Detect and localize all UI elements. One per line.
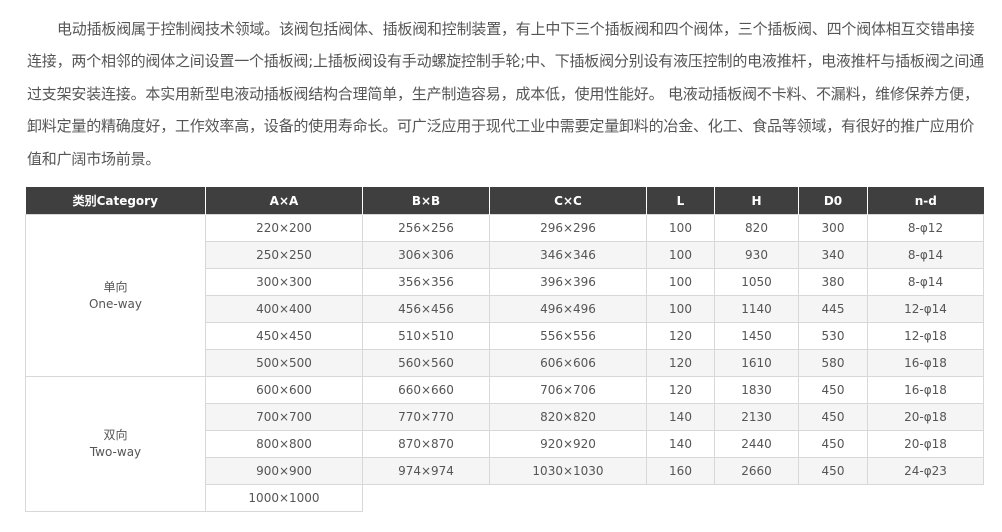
cell-d0: 300 xyxy=(798,214,868,242)
cell-c-c: 556×556 xyxy=(489,322,647,350)
cell-d0: 380 xyxy=(798,268,868,296)
cell-l: 120 xyxy=(646,349,715,377)
category-cn: 双向 xyxy=(103,428,128,442)
cell-n-d: 20-φ18 xyxy=(867,403,984,431)
spec-table: 类别Category A×A B×B C×C L H D0 n-d 单向 One-way 220×… xyxy=(25,187,984,512)
header-d0: D0 xyxy=(798,187,868,215)
cell-c-c: 296×296 xyxy=(489,214,647,242)
category-cell: 单向 One-way xyxy=(25,214,206,377)
cell-d0: 580 xyxy=(798,349,868,377)
cell-c-c: 346×346 xyxy=(489,241,647,269)
cell-a-a: 500×500 xyxy=(205,349,363,377)
cell-n-d: 20-φ18 xyxy=(867,430,984,458)
cell-l: 100 xyxy=(646,214,715,242)
cell-l: 160 xyxy=(646,457,715,485)
header-category: 类别Category xyxy=(25,187,206,215)
cell-h: 1140 xyxy=(714,295,799,323)
cell-d0: 450 xyxy=(798,457,868,485)
cell-l: 100 xyxy=(646,295,715,323)
cell-d0: 450 xyxy=(798,430,868,458)
cell-h: 1610 xyxy=(714,349,799,377)
cell-a-a: 800×800 xyxy=(205,430,363,458)
cell-h: 2130 xyxy=(714,403,799,431)
cell-a-a: 300×300 xyxy=(205,268,363,296)
header-n-d: n-d xyxy=(867,187,984,215)
cell-l: 100 xyxy=(646,268,715,296)
cell-h: 1450 xyxy=(714,322,799,350)
cell-a-a: 400×400 xyxy=(205,295,363,323)
category-cell: 双向 Two-way xyxy=(25,376,206,512)
cell-b-b: 356×356 xyxy=(362,268,490,296)
cell-a-a: 220×200 xyxy=(205,214,363,242)
cell-b-b: 456×456 xyxy=(362,295,490,323)
cell-d0: 445 xyxy=(798,295,868,323)
cell-b-b: 306×306 xyxy=(362,241,490,269)
cell-c-c: 920×920 xyxy=(489,430,647,458)
table-row: 双向 Two-way 600×600 660×660 706×706 120 1830 450… xyxy=(25,376,984,512)
cell-l: 120 xyxy=(646,322,715,350)
table-header-row: 类别Category A×A B×B C×C L H D0 n-d xyxy=(25,187,984,215)
header-l: L xyxy=(646,187,715,215)
cell-l: 100 xyxy=(646,241,715,269)
cell-h: 930 xyxy=(714,241,799,269)
cell-b-b: 870×870 xyxy=(362,430,490,458)
cell-c-c: 396×396 xyxy=(489,268,647,296)
table-row: 1000×1000 xyxy=(26,484,984,512)
cell-b-b: 256×256 xyxy=(362,214,490,242)
category-cn: 单向 xyxy=(103,279,128,294)
category-en: One-way xyxy=(88,296,143,311)
intro-paragraph: 电动插板阀属于控制阀技术领域。该阀包括阀体、插板阀和控制装置，有上中下三个插板阀… xyxy=(27,20,984,168)
cell-n-d: 8-φ14 xyxy=(867,268,984,296)
cell-d0: 450 xyxy=(798,403,868,431)
cell-a-a: 1000×1000 xyxy=(205,484,363,512)
cell-b-b: 974×974 xyxy=(362,457,490,485)
table-row: 250×250 306×306 346×346 100 930 340 8-φ14 xyxy=(26,241,984,269)
cell-b-b: 770×770 xyxy=(362,403,490,431)
cell-n-d: 16-φ18 xyxy=(867,376,984,404)
table-row: 500×500 560×560 606×606 120 1610 580 16-φ18 xyxy=(26,349,984,377)
cell-n-d: 16-φ18 xyxy=(867,349,984,377)
header-a-a: A×A xyxy=(205,187,363,215)
cell-h: 2440 xyxy=(714,430,799,458)
cell-h: 2660 xyxy=(714,457,799,485)
cell-c-c: 1030×1030 xyxy=(489,457,647,485)
cell-h: 820 xyxy=(714,214,799,242)
cell-l: 140 xyxy=(646,430,715,458)
cell-n-d: 8-φ12 xyxy=(867,214,984,242)
cell-n-d: 12-φ14 xyxy=(867,295,984,323)
cell-d0: 340 xyxy=(798,241,868,269)
cell-c-c: 496×496 xyxy=(489,295,647,323)
cell-l: 140 xyxy=(646,403,715,431)
cell-a-a: 700×700 xyxy=(205,403,363,431)
cell-c-c: 706×706 xyxy=(489,376,647,404)
cell-h: 1830 xyxy=(714,376,799,404)
table-row: 400×400 456×456 496×496 100 1140 445 12-φ14 xyxy=(26,295,984,323)
cell-n-d: 8-φ14 xyxy=(867,241,984,269)
table-row: 单向 One-way 220×200 256×256 296×296 100 820 300 8… xyxy=(25,214,984,377)
cell-b-b: 660×660 xyxy=(362,376,490,404)
cell-a-a: 600×600 xyxy=(205,376,363,404)
cell-n-d: 12-φ18 xyxy=(867,322,984,350)
cell-h: 1050 xyxy=(714,268,799,296)
cell-a-a: 250×250 xyxy=(205,241,363,269)
cell-n-d: 24-φ23 xyxy=(867,457,984,485)
header-b-b: B×B xyxy=(362,187,490,215)
category-en: Two-way xyxy=(89,445,142,459)
header-c-c: C×C xyxy=(489,187,647,215)
cell-a-a: 900×900 xyxy=(205,457,363,485)
cell-b-b: 510×510 xyxy=(362,322,490,350)
header-h: H xyxy=(714,187,799,215)
cell-c-c: 820×820 xyxy=(489,403,647,431)
cell-b-b: 560×560 xyxy=(362,349,490,377)
table-row: 700×700 770×770 820×820 140 2130 450 20-φ18 xyxy=(26,403,984,431)
cell-d0: 450 xyxy=(798,376,868,404)
cell-l: 120 xyxy=(646,376,715,404)
cell-a-a: 450×450 xyxy=(205,322,363,350)
cell-d0: 530 xyxy=(798,322,868,350)
cell-c-c: 606×606 xyxy=(489,349,647,377)
table-row: 800×800 870×870 920×920 140 2440 450 20-φ18 xyxy=(26,430,984,458)
table-row: 300×300 356×356 396×396 100 1050 380 8-φ14 xyxy=(26,268,984,296)
